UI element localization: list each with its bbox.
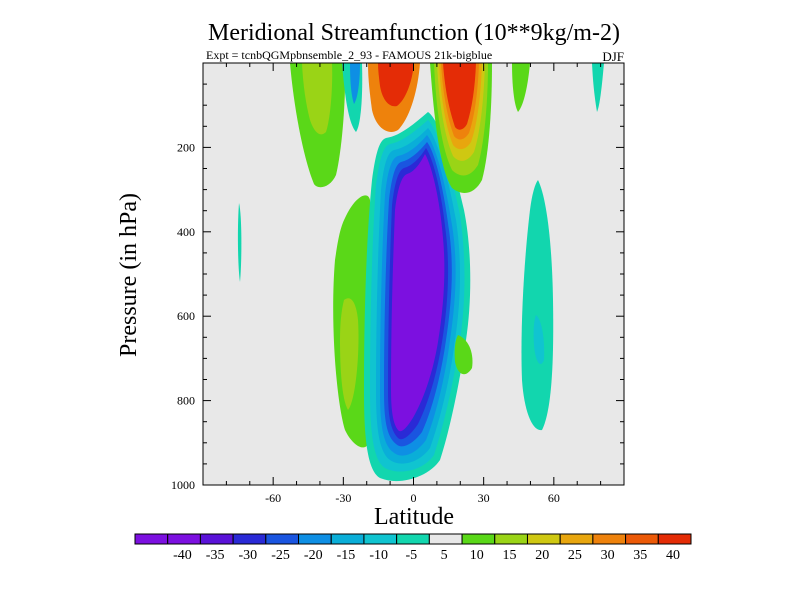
colorbar-label: -15 — [337, 548, 356, 563]
y-axis-label: Pressure (in hPa) — [116, 193, 142, 357]
colorbar-swatch — [298, 533, 332, 545]
colorbar-label: 35 — [633, 548, 647, 563]
x-axis-label: Latitude — [374, 504, 454, 530]
colorbar-swatch — [657, 533, 692, 545]
contour-sh-upper-negative-core — [350, 63, 360, 104]
colorbar-swatch — [232, 533, 267, 545]
axis-ticks — [202, 62, 625, 486]
colorbar-label: 15 — [502, 548, 516, 563]
colorbar-swatch — [396, 533, 430, 545]
colorbar-label: 40 — [666, 548, 680, 563]
y-tick-label: 200 — [177, 140, 195, 154]
colorbar-label: -25 — [271, 548, 290, 563]
colorbar-label: 25 — [568, 548, 582, 563]
colorbar-label: 5 — [441, 548, 448, 563]
colorbar-label: -5 — [406, 548, 418, 563]
colorbar-swatch — [199, 533, 234, 545]
colorbar-swatch — [461, 533, 496, 545]
x-tick-labels: -60 -30 0 30 60 — [265, 491, 560, 505]
x-tick-label: 60 — [548, 491, 560, 505]
contour-sh-cap-inner — [378, 63, 414, 107]
colorbar-swatch — [363, 533, 398, 545]
colorbar-swatch — [625, 533, 659, 545]
contour-nh-upper-core — [443, 63, 476, 130]
contour-sh-ferrel-inner — [340, 298, 359, 410]
chart-subtitle: Expt = tcnbQGMpbnsemble_2_93 - FAMOUS 21… — [206, 48, 492, 62]
colorbar-label: 10 — [470, 548, 484, 563]
colorbar-swatch — [592, 533, 627, 545]
colorbar-label: -30 — [238, 548, 257, 563]
colorbar — [134, 533, 692, 545]
contour-fills — [237, 63, 604, 482]
colorbar-label: -40 — [173, 548, 192, 563]
y-tick-label: 400 — [177, 225, 195, 239]
contour-nh-ferrel — [521, 180, 554, 431]
colorbar-swatch — [134, 533, 169, 545]
x-tick-label: 30 — [478, 491, 490, 505]
colorbar-label: -10 — [369, 548, 388, 563]
colorbar-swatch — [559, 533, 594, 545]
colorbar-swatch — [330, 533, 365, 545]
contour-nh-ferrel-core — [533, 315, 545, 365]
colorbar-label: 20 — [535, 548, 549, 563]
colorbar-swatch — [428, 533, 463, 545]
colorbar-swatch — [167, 533, 201, 545]
y-tick-label: 800 — [177, 394, 195, 408]
colorbar-label: -20 — [304, 548, 323, 563]
colorbar-swatch — [265, 533, 300, 545]
contour-hadley-core — [391, 154, 445, 432]
x-tick-label: -60 — [265, 491, 281, 505]
contour-nh-polar-sliver — [592, 63, 604, 112]
x-tick-label: -30 — [335, 491, 351, 505]
y-tick-label: 1000 — [171, 478, 195, 492]
contour-nh-lower-positive — [454, 335, 473, 375]
x-tick-label: 0 — [411, 491, 417, 505]
y-tick-label: 600 — [177, 309, 195, 323]
colorbar-label: -35 — [206, 548, 225, 563]
colorbar-swatch — [494, 533, 528, 545]
colorbar-label: 30 — [601, 548, 615, 563]
contour-sh-polar-sliver — [237, 203, 242, 282]
chart-title: Meridional Streamfunction (10**9kg/m-2) — [208, 20, 620, 46]
season-label: DJF — [602, 49, 624, 64]
colorbar-labels: -40 -35 -30 -25 -20 -15 -10 -5 5 10 15 2… — [173, 548, 680, 563]
y-tick-labels: 200 400 600 800 1000 — [171, 140, 195, 492]
contour-sh-upper-inner — [302, 63, 333, 135]
contour-nh-upper-green — [512, 63, 530, 112]
colorbar-swatch — [526, 533, 561, 545]
